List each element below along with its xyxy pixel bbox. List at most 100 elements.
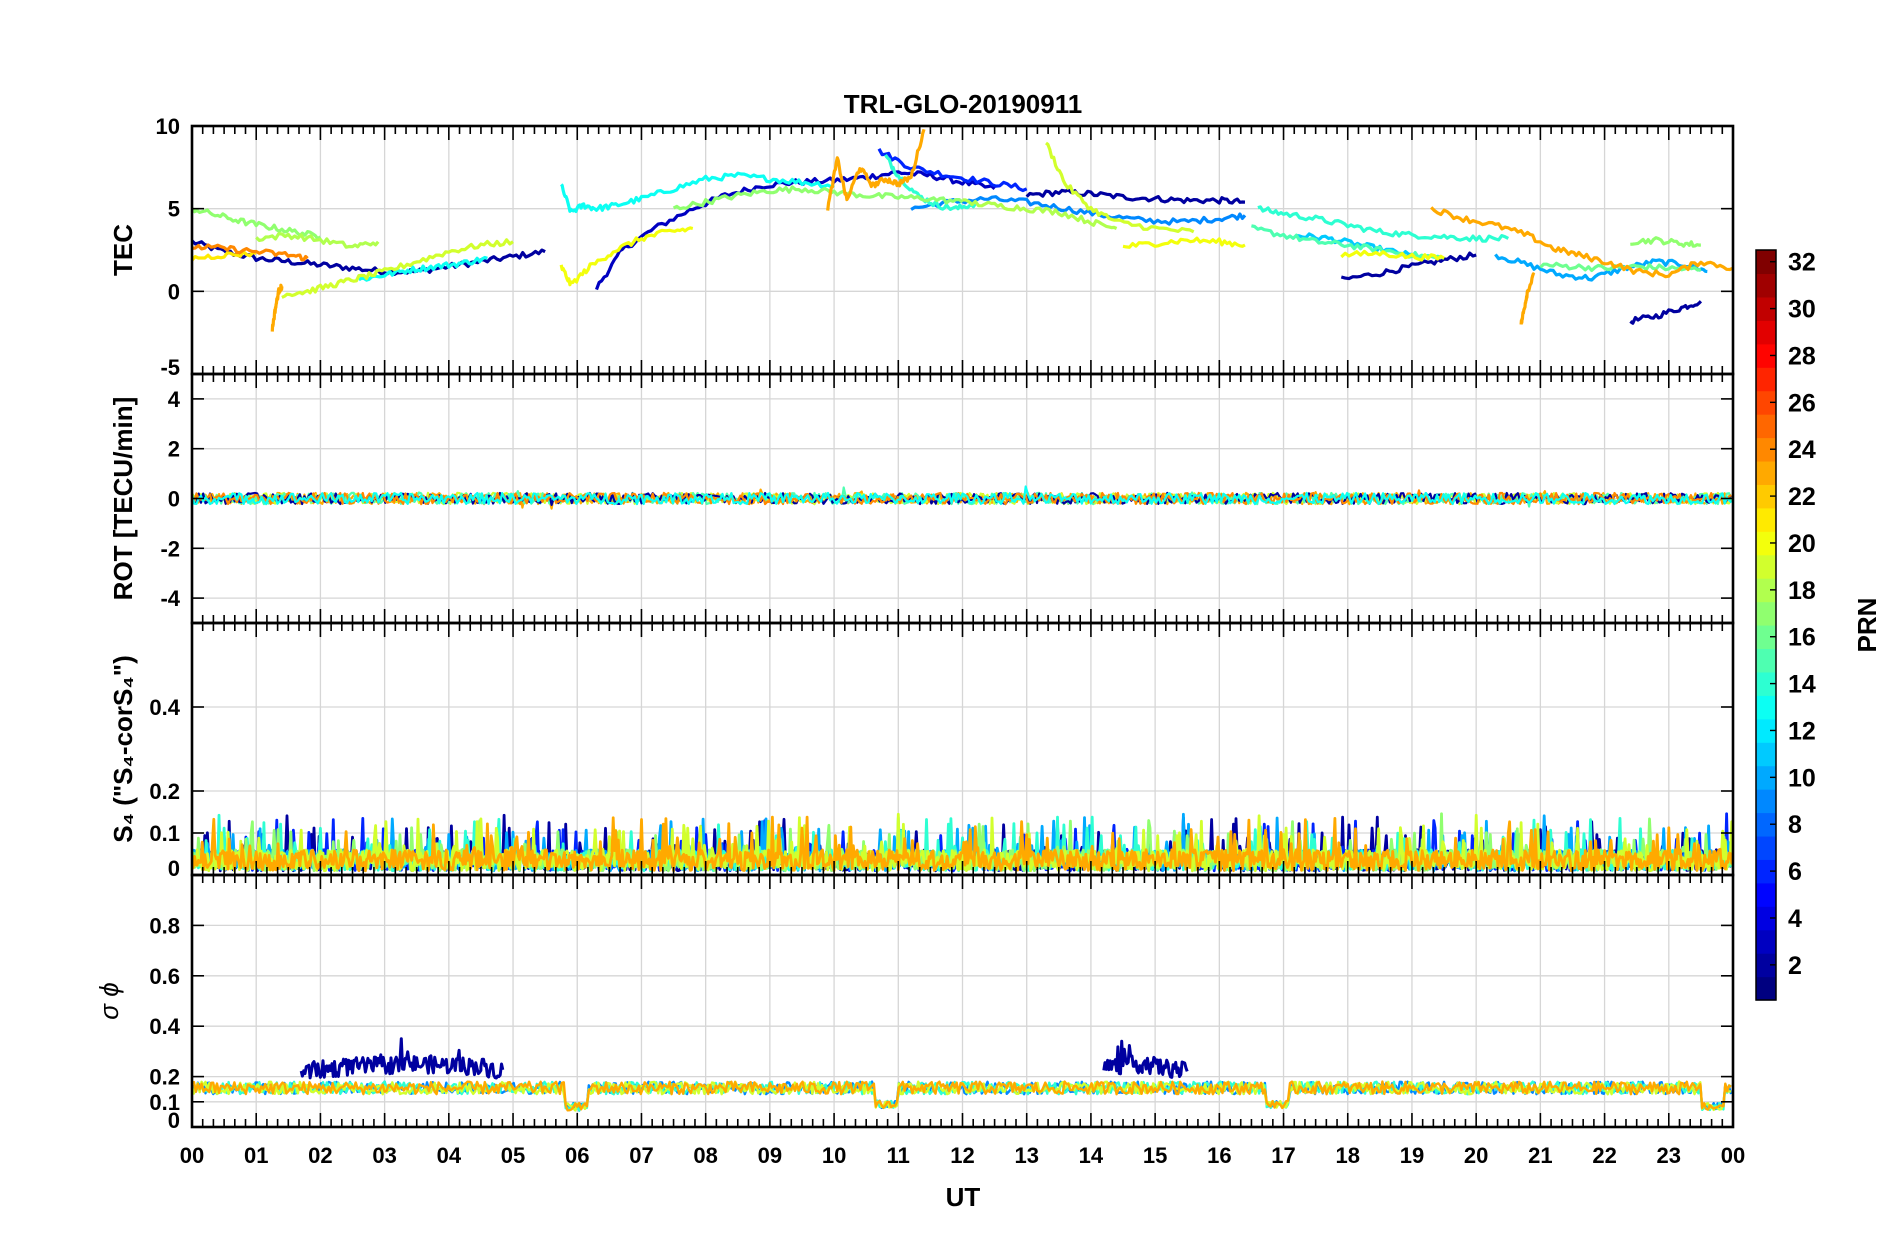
y-tick-label: 0.8 [149, 913, 180, 938]
y-tick-label: 0.4 [149, 695, 180, 720]
tec-series-line [1257, 205, 1510, 243]
tec-series-line [560, 171, 835, 213]
tec-series-line [1519, 272, 1536, 325]
y-tick-label: 0.6 [149, 964, 180, 989]
colorbar-band [1756, 835, 1776, 860]
colorbar-band [1756, 953, 1776, 978]
colorbar-tick-label: 22 [1788, 483, 1816, 511]
colorbar-tick-label: 8 [1788, 811, 1802, 839]
x-tick-label: 23 [1657, 1143, 1681, 1168]
colorbar-band [1756, 460, 1776, 485]
colorbar-band [1756, 742, 1776, 767]
x-tick-label: 00 [180, 1143, 204, 1168]
colorbar-band [1756, 906, 1776, 931]
colorbar-band [1756, 273, 1776, 298]
colorbar-band [1756, 695, 1776, 720]
panel-2: 4 2 0 -2 -4 ROT [TECU/min] [108, 372, 1735, 625]
y-tick-label: -2 [160, 536, 180, 561]
x-ticks [191, 875, 1734, 1128]
colorbar: 32 30 28 26 24 22 20 18 16 14 12 10 8 6 4 2 PRN [1755, 249, 1882, 1001]
rot-series-line [192, 485, 1733, 506]
colorbar-tick-label: 16 [1788, 624, 1816, 652]
y-tick-label: 0 [168, 487, 180, 512]
y-tick-label: 0.2 [149, 1065, 180, 1090]
tec-series-line [1340, 249, 1445, 262]
colorbar-band [1756, 343, 1776, 368]
colorbar-tick-label: 10 [1788, 764, 1816, 792]
tec-series-line [877, 148, 1028, 193]
x-tick-label: 18 [1336, 1143, 1360, 1168]
y-tick-label: 0 [168, 1108, 180, 1133]
y-axis-label: TEC [108, 224, 138, 276]
colorbar-band [1756, 437, 1776, 462]
y-tick-label: 0.1 [149, 1090, 180, 1115]
x-tick-labels: 00 01 02 03 04 05 06 07 08 09 10 11 12 13 14 15 16 17 18 19… [180, 1143, 1745, 1168]
x-ticks [191, 623, 1734, 876]
colorbar-tick-label: 18 [1788, 577, 1816, 605]
colorbar-band [1756, 250, 1776, 275]
y-tick-label: 5 [168, 197, 180, 222]
x-tick-label: 16 [1207, 1143, 1231, 1168]
colorbar-band [1756, 882, 1776, 907]
colorbar-band [1756, 765, 1776, 790]
y-tick-label: 0 [168, 279, 180, 304]
tec-series-line [192, 243, 309, 262]
y-tick-label: 4 [168, 387, 181, 412]
x-tick-label: 04 [437, 1143, 462, 1168]
colorbar-band [1756, 484, 1776, 509]
x-tick-label: 10 [822, 1143, 846, 1168]
x-tick-label: 14 [1079, 1143, 1104, 1168]
data-series [192, 1037, 1733, 1112]
tec-series-line [1630, 236, 1701, 248]
y-axis-label: S₄ ("S₄-corS₄") [108, 655, 138, 843]
colorbar-band [1756, 531, 1776, 556]
y-tick-label: -4 [160, 586, 180, 611]
x-tick-label: 12 [950, 1143, 974, 1168]
x-tick-label: 20 [1464, 1143, 1488, 1168]
y-tick-label: 10 [156, 114, 180, 139]
tec-series-line [826, 128, 926, 211]
y-tick-label: 2 [168, 437, 180, 462]
sigma-elevated-line [1102, 1039, 1189, 1079]
x-tick-label: 08 [693, 1143, 717, 1168]
x-tick-label: 15 [1143, 1143, 1167, 1168]
y-tick-label: -5 [160, 355, 180, 380]
x-tick-label: 22 [1592, 1143, 1616, 1168]
colorbar-frame [1755, 249, 1777, 1001]
x-tick-label: 17 [1271, 1143, 1295, 1168]
x-tick-label: 21 [1528, 1143, 1552, 1168]
colorbar-band [1756, 367, 1776, 392]
colorbar-band [1756, 929, 1776, 954]
tec-series-line [358, 255, 488, 282]
data-series [192, 128, 1733, 332]
colorbar-tick-label: 6 [1788, 858, 1802, 886]
x-tick-label: 07 [629, 1143, 653, 1168]
colorbar-band [1756, 601, 1776, 626]
tec-series-line [192, 207, 322, 241]
colorbar-tick-label: 2 [1788, 952, 1802, 980]
panel-1: 10 5 0 -5 TEC [108, 114, 1735, 380]
grid [192, 623, 1733, 875]
colorbar-label: PRN [1852, 598, 1882, 653]
panel-4: 0.8 0.6 0.4 0.20.10 σ ϕ [94, 873, 1735, 1133]
colorbar-band [1756, 554, 1776, 579]
tec-series-line [1430, 206, 1733, 279]
colorbar-tick-label: 20 [1788, 530, 1816, 558]
colorbar-band [1756, 320, 1776, 345]
tec-series-line [281, 238, 514, 299]
x-tick-label: 09 [758, 1143, 782, 1168]
x-tick-label: 05 [501, 1143, 525, 1168]
tec-series-line [559, 226, 694, 287]
colorbar-tick-label: 32 [1788, 249, 1816, 277]
tec-series-line [270, 283, 284, 332]
grid [192, 126, 1733, 374]
y-tick-label: 0.4 [149, 1014, 180, 1039]
x-tick-label: 03 [372, 1143, 396, 1168]
tec-series-line [255, 232, 380, 249]
x-ticks [191, 374, 1734, 623]
x-tick-label: 13 [1014, 1143, 1038, 1168]
chart-title: TRL-GLO-20190911 [844, 89, 1082, 119]
tec-series-line [1122, 236, 1246, 249]
